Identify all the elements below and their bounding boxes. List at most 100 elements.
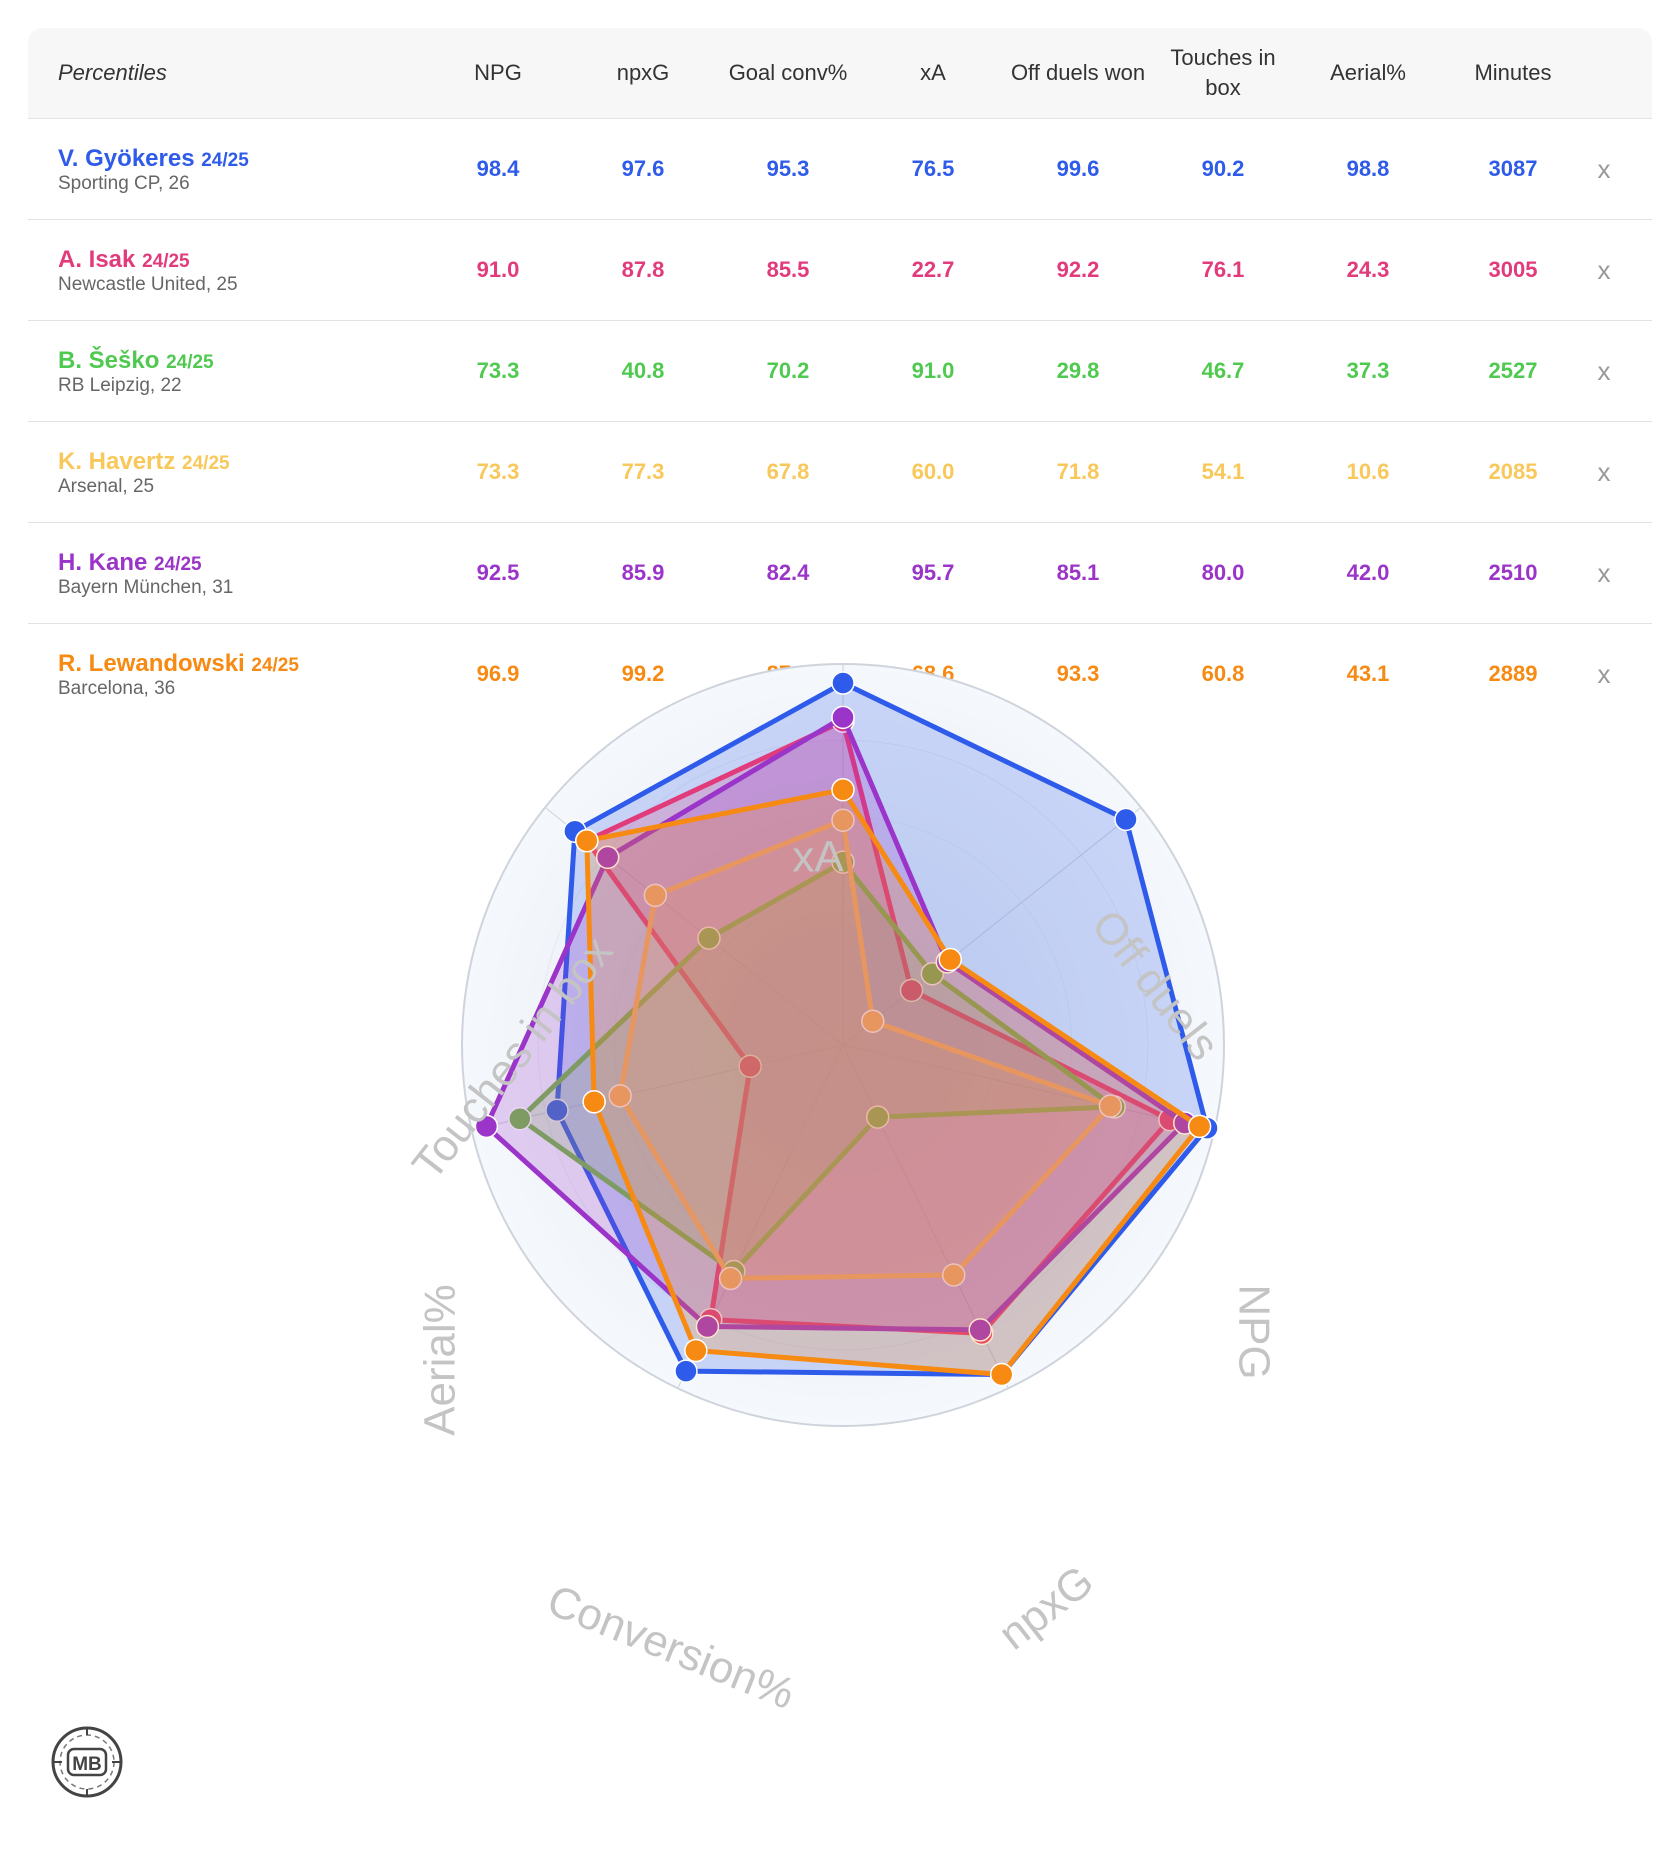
data-point[interactable]: [738, 1054, 762, 1078]
stat-cell: 3005: [1488, 257, 1538, 282]
header-off-duels-won[interactable]: Off duels won: [1010, 60, 1146, 85]
remove-player-button[interactable]: x: [1597, 456, 1611, 487]
data-point[interactable]: [697, 926, 721, 950]
mb-logo: MB: [51, 1726, 123, 1798]
data-point[interactable]: [831, 808, 855, 832]
header-aerial[interactable]: Aerial%: [1330, 60, 1406, 85]
player-team: RB Leipzig, 22: [58, 375, 182, 396]
stat-cell: 82.4: [766, 560, 810, 585]
player-team: Arsenal, 25: [58, 476, 155, 497]
data-point[interactable]: [1098, 1094, 1123, 1118]
stat-cell: 24.3: [1346, 257, 1390, 282]
stat-cell: 87.8: [621, 257, 665, 282]
stat-cell: 2510: [1488, 560, 1538, 585]
stat-cell: 95.3: [766, 156, 810, 181]
stat-cell: 2085: [1488, 459, 1538, 484]
player-season: 24/25: [201, 150, 249, 171]
data-point[interactable]: [942, 1263, 966, 1287]
data-point[interactable]: [695, 1314, 720, 1339]
player-name[interactable]: H. Kane 24/25: [58, 549, 202, 576]
data-point[interactable]: [674, 1359, 698, 1383]
stat-cell: 85.9: [621, 560, 665, 585]
data-point[interactable]: [1187, 1114, 1212, 1139]
data-point[interactable]: [831, 777, 855, 802]
radar-spoke: [842, 806, 1142, 1046]
data-point[interactable]: [643, 883, 668, 908]
stat-cell: 96.9: [476, 661, 520, 686]
player-name[interactable]: B. Šeško 24/25: [58, 347, 214, 374]
remove-player-button[interactable]: x: [1597, 355, 1611, 386]
stat-cell: 3087: [1488, 156, 1538, 181]
stat-cell: 60.0: [911, 459, 955, 484]
data-point[interactable]: [474, 1114, 499, 1139]
remove-player-button[interactable]: x: [1597, 254, 1611, 285]
table-row: B. Šeško 24/25 RB Leipzig, 22 73.3 40.8 70.2…: [28, 321, 1652, 422]
stat-cell: 70.2: [766, 358, 810, 383]
data-point[interactable]: [938, 947, 962, 972]
stat-cell: 85.1: [1056, 560, 1100, 585]
stat-cell: 93.3: [1056, 661, 1100, 686]
header-minutes[interactable]: Minutes: [1474, 60, 1552, 85]
remove-player-button[interactable]: x: [1597, 153, 1611, 184]
data-point[interactable]: [1114, 807, 1138, 832]
data-point[interactable]: [861, 1009, 885, 1033]
remove-player-button[interactable]: x: [1597, 557, 1611, 588]
stat-cell: 73.3: [476, 358, 520, 383]
stat-cell: 71.8: [1056, 459, 1100, 484]
stat-cell: 37.3: [1346, 358, 1390, 383]
data-point[interactable]: [575, 828, 599, 853]
header-goal-conv[interactable]: Goal conv%: [728, 60, 848, 85]
header-touches-in-box[interactable]: Touches in box: [1170, 45, 1276, 100]
series-polygon: [554, 680, 1210, 1378]
data-point[interactable]: [831, 705, 855, 730]
stat-cell: 60.8: [1201, 661, 1245, 686]
series-k-havertz: [608, 808, 1123, 1291]
series-polygon: [617, 817, 1113, 1281]
table-header: Percentiles NPG npxG Goal conv% xA Off d…: [28, 28, 1652, 119]
data-point[interactable]: [608, 1084, 632, 1108]
data-point[interactable]: [968, 1318, 992, 1342]
data-point[interactable]: [718, 1266, 743, 1291]
svg-text:MB: MB: [72, 1754, 102, 1775]
axis-label: npxG: [990, 1556, 1103, 1659]
player-name[interactable]: A. Isak 24/25: [58, 246, 190, 273]
stat-cell: 54.1: [1201, 459, 1245, 484]
player-name[interactable]: V. Gyökeres 24/25: [58, 145, 249, 172]
axis-label: xA: [792, 833, 844, 882]
player-team: Barcelona, 36: [58, 678, 176, 699]
data-point[interactable]: [684, 1338, 708, 1363]
axis-label: NPG: [1229, 1284, 1278, 1379]
stat-cell: 92.5: [476, 560, 520, 585]
table-row: A. Isak 24/25 Newcastle United, 25 91.0 87.…: [28, 220, 1652, 321]
header-percentiles: Percentiles: [58, 60, 167, 85]
data-point[interactable]: [899, 978, 924, 1003]
remove-player-button[interactable]: x: [1597, 658, 1611, 689]
player-team: Sporting CP, 26: [58, 173, 190, 194]
data-point[interactable]: [545, 1098, 569, 1123]
header-npxg[interactable]: npxG: [616, 60, 670, 85]
player-season: 24/25: [142, 251, 190, 272]
player-season: 24/25: [182, 453, 230, 474]
stat-cell: 2527: [1488, 358, 1538, 383]
data-point[interactable]: [989, 1362, 1014, 1387]
series-polygon: [584, 787, 1203, 1378]
stat-cell: 76.1: [1201, 257, 1245, 282]
data-point[interactable]: [508, 1107, 532, 1131]
data-point[interactable]: [582, 1090, 606, 1114]
stat-cell: 43.1: [1346, 661, 1390, 686]
data-point[interactable]: [865, 1105, 890, 1129]
stat-cell: 29.8: [1056, 358, 1100, 383]
stat-cell: 92.2: [1056, 257, 1100, 282]
stat-cell: 42.0: [1346, 560, 1390, 585]
stat-cell: 91.0: [476, 257, 520, 282]
table-row: V. Gyökeres 24/25 Sporting CP, 26 98.4 97.6…: [28, 119, 1652, 220]
data-point[interactable]: [595, 845, 620, 870]
player-name[interactable]: R. Lewandowski 24/25: [58, 650, 299, 677]
stat-cell: 22.7: [911, 257, 955, 282]
header-xa[interactable]: xA: [920, 60, 946, 85]
stat-cell: 73.3: [476, 459, 520, 484]
header-npg[interactable]: NPG: [474, 60, 522, 85]
data-point[interactable]: [831, 671, 855, 695]
player-name[interactable]: K. Havertz 24/25: [58, 448, 230, 475]
